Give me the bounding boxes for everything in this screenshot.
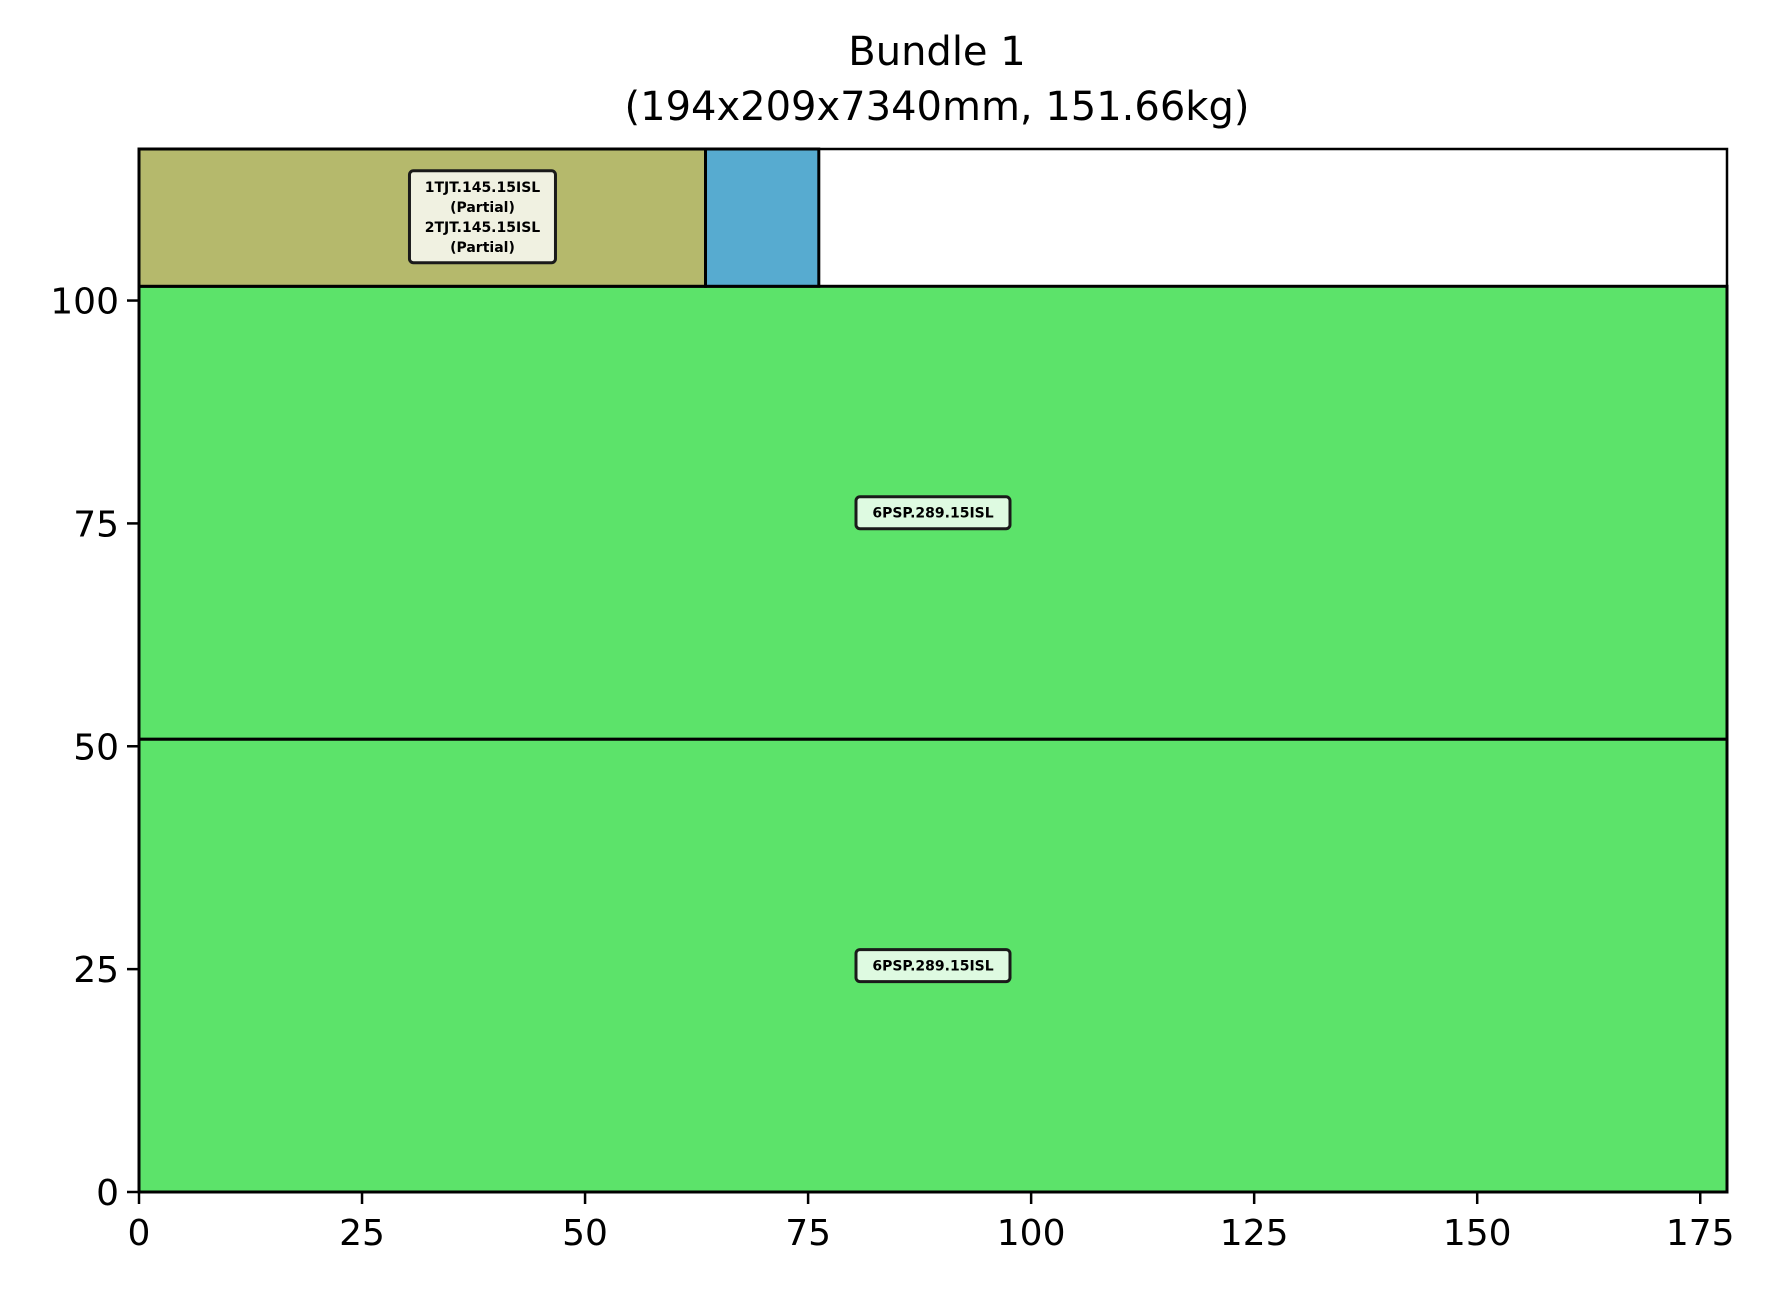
item-label-text: 1TJT.145.15ISL bbox=[425, 180, 541, 196]
y-axis: 0 25 50 75 100 bbox=[50, 282, 139, 1214]
item-label-box bbox=[407, 169, 557, 265]
item-label-text: 6PSP.289.15ISL bbox=[872, 959, 993, 975]
x-tick-label: 0 bbox=[128, 1213, 151, 1254]
x-tick-label: 75 bbox=[785, 1213, 831, 1254]
item-label-text: 6PSP.289.15ISL bbox=[872, 506, 993, 522]
y-tick-label: 50 bbox=[73, 727, 119, 768]
item-label-box bbox=[854, 495, 1012, 531]
item-label-text: (Partial) bbox=[450, 200, 515, 216]
y-tick-label: 100 bbox=[50, 282, 119, 323]
x-tick-label: 50 bbox=[562, 1213, 608, 1254]
plot-area: 6PSP.289.15ISL 6PSP.289.15ISL 1TJT.145.15I… bbox=[137, 147, 1729, 1194]
axes-frame bbox=[137, 147, 1729, 1194]
item-label-text: (Partial) bbox=[450, 240, 515, 256]
chart-title: Bundle 1 bbox=[848, 29, 1025, 75]
packed-item-4 bbox=[704, 147, 821, 288]
chart-subtitle: (194x209x7340mm, 151.66kg) bbox=[625, 84, 1250, 130]
x-tick-label: 100 bbox=[997, 1213, 1066, 1254]
x-tick-label: 175 bbox=[1666, 1213, 1735, 1254]
item-label-2: 6PSP.289.15ISL bbox=[854, 495, 1012, 531]
x-tick-label: 25 bbox=[339, 1213, 385, 1254]
y-tick-label: 25 bbox=[73, 950, 119, 991]
y-tick-label: 75 bbox=[73, 504, 119, 545]
y-tick-label: 0 bbox=[96, 1173, 119, 1214]
item-label-text: 2TJT.145.15ISL bbox=[425, 220, 541, 236]
item-label-3: 1TJT.145.15ISL (Partial) 2TJT.145.15ISL (Pa… bbox=[407, 169, 557, 265]
item-label-box bbox=[854, 948, 1012, 984]
x-tick-label: 125 bbox=[1220, 1213, 1289, 1254]
item-label-1: 6PSP.289.15ISL bbox=[854, 948, 1012, 984]
x-axis: 0 25 50 75 100 125 150 175 bbox=[128, 1192, 1735, 1254]
x-tick-label: 150 bbox=[1443, 1213, 1512, 1254]
